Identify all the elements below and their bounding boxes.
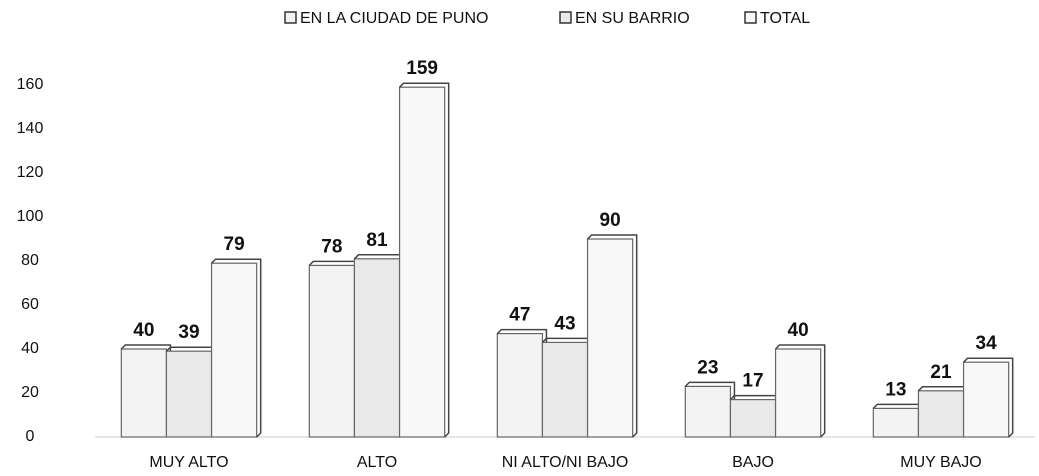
bar-top xyxy=(775,344,826,438)
x-tick-label: ALTO xyxy=(357,454,397,471)
bar xyxy=(684,385,732,438)
bar xyxy=(586,238,634,438)
bar xyxy=(729,399,777,438)
y-tick-label: 160 xyxy=(17,76,44,93)
bar xyxy=(120,348,168,438)
data-label: 17 xyxy=(742,371,763,392)
data-label: 40 xyxy=(788,320,809,341)
bar xyxy=(165,350,213,438)
bar-top xyxy=(587,234,638,438)
bar xyxy=(962,361,1010,438)
data-label: 90 xyxy=(600,210,621,231)
bar-top xyxy=(399,82,450,438)
bar-top xyxy=(963,357,1014,438)
data-label: 81 xyxy=(366,230,388,251)
bar xyxy=(353,258,401,438)
data-label: 23 xyxy=(697,357,718,378)
bar xyxy=(210,262,258,438)
y-tick-label: 100 xyxy=(17,208,44,225)
y-tick-label: 0 xyxy=(26,428,35,445)
y-tick-label: 60 xyxy=(21,296,39,313)
y-tick-label: 80 xyxy=(21,252,39,269)
legend-swatch xyxy=(559,11,572,24)
data-label: 78 xyxy=(321,236,342,257)
data-label: 159 xyxy=(406,58,438,79)
legend-swatch xyxy=(284,11,297,24)
y-tick-label: 40 xyxy=(21,340,39,357)
bar xyxy=(541,341,589,438)
y-tick-label: 120 xyxy=(17,164,44,181)
data-label: 43 xyxy=(554,313,575,334)
bar xyxy=(398,86,446,438)
legend-label: EN SU BARRIO xyxy=(575,10,690,27)
data-label: 40 xyxy=(133,320,154,341)
data-label: 34 xyxy=(976,333,998,354)
data-label: 47 xyxy=(509,305,530,326)
data-label: 21 xyxy=(930,362,952,383)
y-tick-label: 140 xyxy=(17,120,44,137)
bar xyxy=(774,348,822,438)
bar xyxy=(917,390,965,438)
data-label: 39 xyxy=(178,322,199,343)
x-tick-label: MUY ALTO xyxy=(149,454,228,471)
x-tick-label: NI ALTO/NI BAJO xyxy=(502,454,629,471)
data-label: 13 xyxy=(885,379,906,400)
legend-label: TOTAL xyxy=(760,10,810,27)
legend-swatch xyxy=(744,11,757,24)
legend-label: EN LA CIUDAD DE PUNO xyxy=(300,10,488,27)
x-tick-label: BAJO xyxy=(732,454,774,471)
data-label: 79 xyxy=(224,234,245,255)
x-tick-label: MUY BAJO xyxy=(900,454,982,471)
bar xyxy=(308,264,356,438)
bar xyxy=(496,333,544,438)
bar-top xyxy=(211,258,262,438)
y-tick-label: 20 xyxy=(21,384,39,401)
bar xyxy=(872,407,920,438)
